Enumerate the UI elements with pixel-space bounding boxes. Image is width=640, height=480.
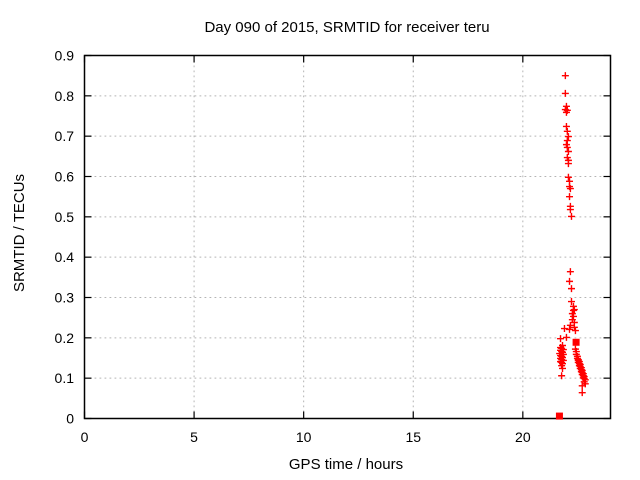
y-tick-label: 0.4 — [55, 249, 75, 265]
y-tick-label: 0.7 — [55, 128, 75, 144]
x-tick-label: 10 — [296, 429, 312, 445]
data-point-cross — [562, 108, 570, 116]
data-point-cross — [567, 285, 575, 293]
data-point-cross — [561, 89, 569, 97]
data-point-cross — [562, 333, 570, 341]
data-point-cross — [566, 325, 574, 333]
x-tick-label: 0 — [81, 429, 89, 445]
data-point-cross — [557, 335, 565, 343]
data-point-cross — [562, 102, 570, 110]
x-tick-label: 5 — [190, 429, 198, 445]
y-tick-label: 0.9 — [55, 48, 75, 64]
axis-tick-labels: 0 5 10 15 20 0 0.1 0.2 0.3 0.4 0.5 0.6 0.7 0.8 0.9 — [55, 48, 531, 446]
data-point-cross — [569, 312, 577, 320]
data-point-square — [572, 338, 580, 346]
data-point-cross — [566, 268, 574, 276]
plot-border — [83, 54, 612, 420]
data-point-cross — [564, 160, 572, 168]
data-point-cross — [561, 72, 569, 80]
data-point-cross — [566, 193, 574, 201]
y-tick-label: 0.5 — [55, 209, 75, 225]
data-point-cross — [578, 382, 586, 390]
data-points-layer — [555, 72, 589, 420]
data-point-cross — [578, 389, 586, 397]
data-point-cross — [564, 147, 572, 155]
data-point-cross — [571, 327, 579, 335]
data-point-cross — [566, 185, 574, 193]
data-point-cross — [567, 298, 575, 306]
y-tick-label: 0 — [66, 411, 74, 427]
y-tick-label: 0.8 — [55, 88, 75, 104]
data-point-cross — [563, 143, 571, 151]
y-tick-label: 0.2 — [55, 330, 75, 346]
y-tick-label: 0.3 — [55, 290, 75, 306]
y-tick-label: 0.6 — [55, 169, 75, 185]
data-point-cross — [560, 325, 568, 333]
series-plus — [556, 72, 589, 397]
x-axis-label: GPS time / hours — [289, 456, 403, 473]
data-point-cross — [566, 206, 574, 214]
y-axis-label: SRMTID / TECUs — [11, 174, 28, 292]
data-point-square — [555, 412, 563, 420]
data-point-cross — [563, 137, 571, 145]
chart-title: Day 090 of 2015, SRMTID for receiver ter… — [204, 19, 489, 36]
data-point-cross — [559, 364, 567, 372]
series-filled-square — [555, 338, 580, 420]
data-point-cross — [569, 306, 577, 314]
y-tick-label: 0.1 — [55, 370, 75, 386]
data-point-cross — [558, 372, 566, 380]
data-point-cross — [570, 323, 578, 331]
data-point-cross — [564, 173, 572, 181]
data-point-cross — [562, 122, 570, 130]
data-point-cross — [564, 133, 572, 141]
data-point-cross — [570, 306, 578, 314]
grid-lines — [84, 55, 611, 419]
data-point-cross — [566, 321, 574, 329]
data-point-cross — [567, 212, 575, 220]
x-tick-label: 20 — [515, 429, 531, 445]
x-tick-label: 15 — [405, 429, 421, 445]
data-point-cross — [563, 127, 571, 135]
axis-tick-marks — [83, 54, 611, 420]
data-point-cross — [566, 277, 574, 285]
